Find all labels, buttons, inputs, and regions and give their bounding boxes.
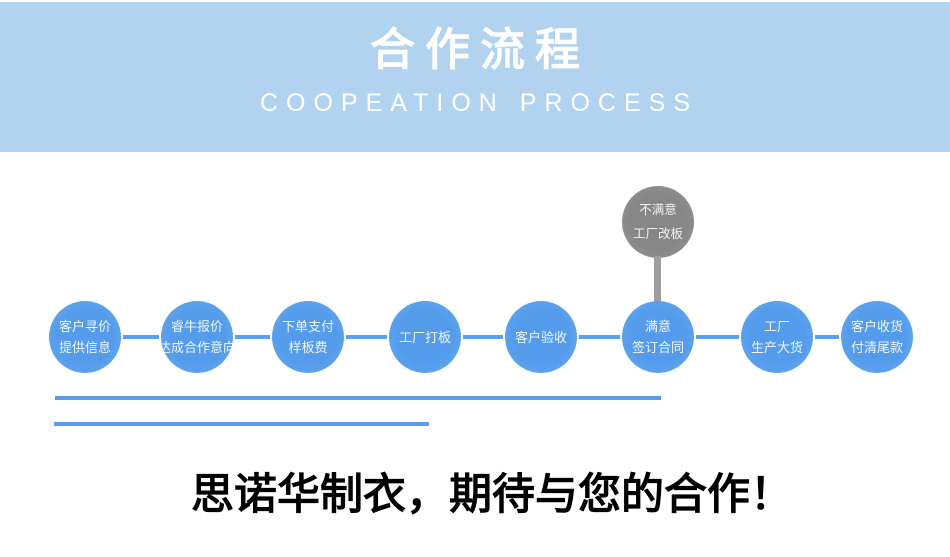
- step-line: 达成合作意向: [158, 340, 237, 355]
- page-subtitle: COOPEATION PROCESS: [259, 89, 699, 117]
- page-title: 合作流程: [369, 24, 590, 75]
- step-line: 签订合同: [631, 340, 684, 355]
- flow-step-production: 工厂 生产大货: [741, 301, 813, 373]
- header-banner: 合作流程 COOPEATION PROCESS: [0, 2, 950, 152]
- flow-step-order: 下单支付 样板费: [272, 301, 344, 373]
- flow-step-contract: 满意 签订合同: [622, 301, 694, 373]
- step-line: 满意: [644, 319, 671, 334]
- step-line: 工厂: [763, 319, 790, 334]
- flow-connector: [235, 335, 270, 339]
- step-line: 客户寻价: [58, 319, 111, 334]
- step-line: 生产大货: [750, 340, 803, 355]
- step-line: 工厂打板: [398, 329, 451, 345]
- flow-connector: [463, 335, 503, 339]
- flow-branch-line1: 不满意: [639, 203, 677, 217]
- step-line: 客户验收: [514, 329, 567, 345]
- step-line: 付清尾款: [850, 340, 903, 355]
- flow-branch-rework: 不满意 工厂改板: [622, 186, 694, 258]
- flow-step-delivery: 客户收货 付清尾款: [841, 301, 913, 373]
- branch-connector-line: [654, 256, 661, 303]
- flow-connector: [815, 335, 839, 339]
- accent-bar-long: [55, 396, 661, 400]
- flow-step-sample: 工厂打板: [389, 301, 461, 373]
- step-line: 提供信息: [58, 340, 111, 355]
- step-line: 睿牛报价: [170, 319, 223, 334]
- flow-step-acceptance: 客户验收: [505, 301, 577, 373]
- accent-bar-short: [54, 422, 429, 426]
- flow-connector: [123, 335, 159, 339]
- flow-step-quote: 睿牛报价 达成合作意向: [158, 301, 237, 373]
- flow-connector: [346, 335, 387, 339]
- flow-branch-line2: 工厂改板: [632, 227, 683, 241]
- step-line: 样板费: [288, 340, 328, 355]
- footer-slogan: 思诺华制衣，期待与您的合作！: [191, 472, 793, 519]
- step-line: 客户收货: [850, 319, 903, 334]
- flow-connector: [579, 335, 620, 339]
- flow-connector: [696, 335, 739, 339]
- flow-step-inquiry: 客户寻价 提供信息: [49, 301, 121, 373]
- step-line: 下单支付: [281, 319, 334, 334]
